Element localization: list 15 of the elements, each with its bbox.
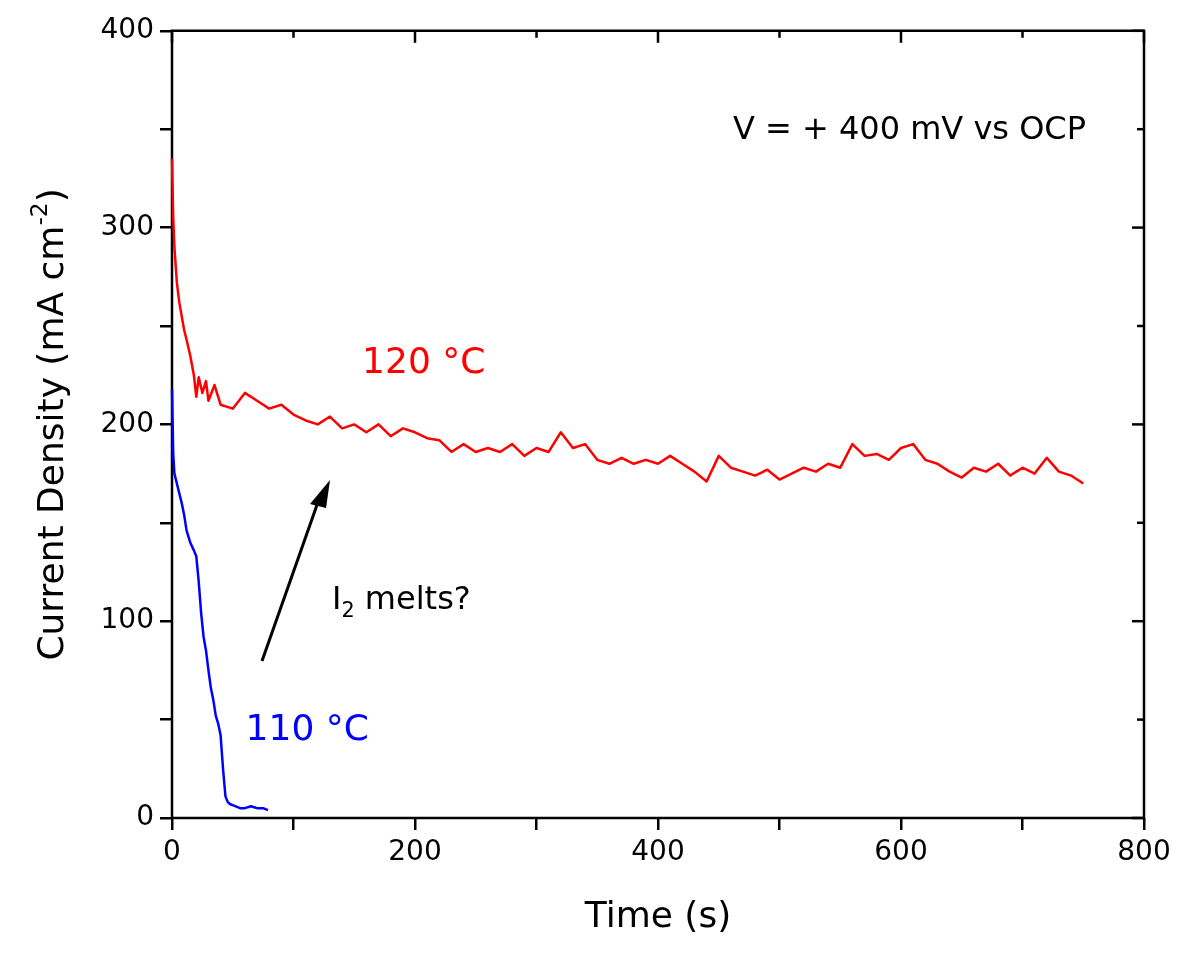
y-tick-label: 300 — [100, 208, 154, 242]
y-axis-title: Current Density (mA cm-2) — [25, 188, 72, 661]
x-tick-label: 200 — [388, 834, 442, 868]
series-label: 120 °C — [362, 339, 486, 381]
y-tick-label: 100 — [100, 602, 154, 636]
x-tick-label: 800 — [1117, 834, 1171, 868]
x-tick-label: 0 — [163, 834, 181, 868]
annotation: V = + 400 mV vs OCP — [732, 109, 1086, 148]
series-label: 110 °C — [245, 706, 369, 748]
x-axis-title: Time (s) — [583, 894, 732, 936]
x-tick-label: 400 — [631, 834, 685, 868]
x-tick-label: 600 — [874, 834, 928, 868]
y-tick-label: 0 — [136, 799, 154, 833]
y-tick-label: 400 — [100, 12, 154, 46]
y-tick-label: 200 — [100, 405, 154, 439]
